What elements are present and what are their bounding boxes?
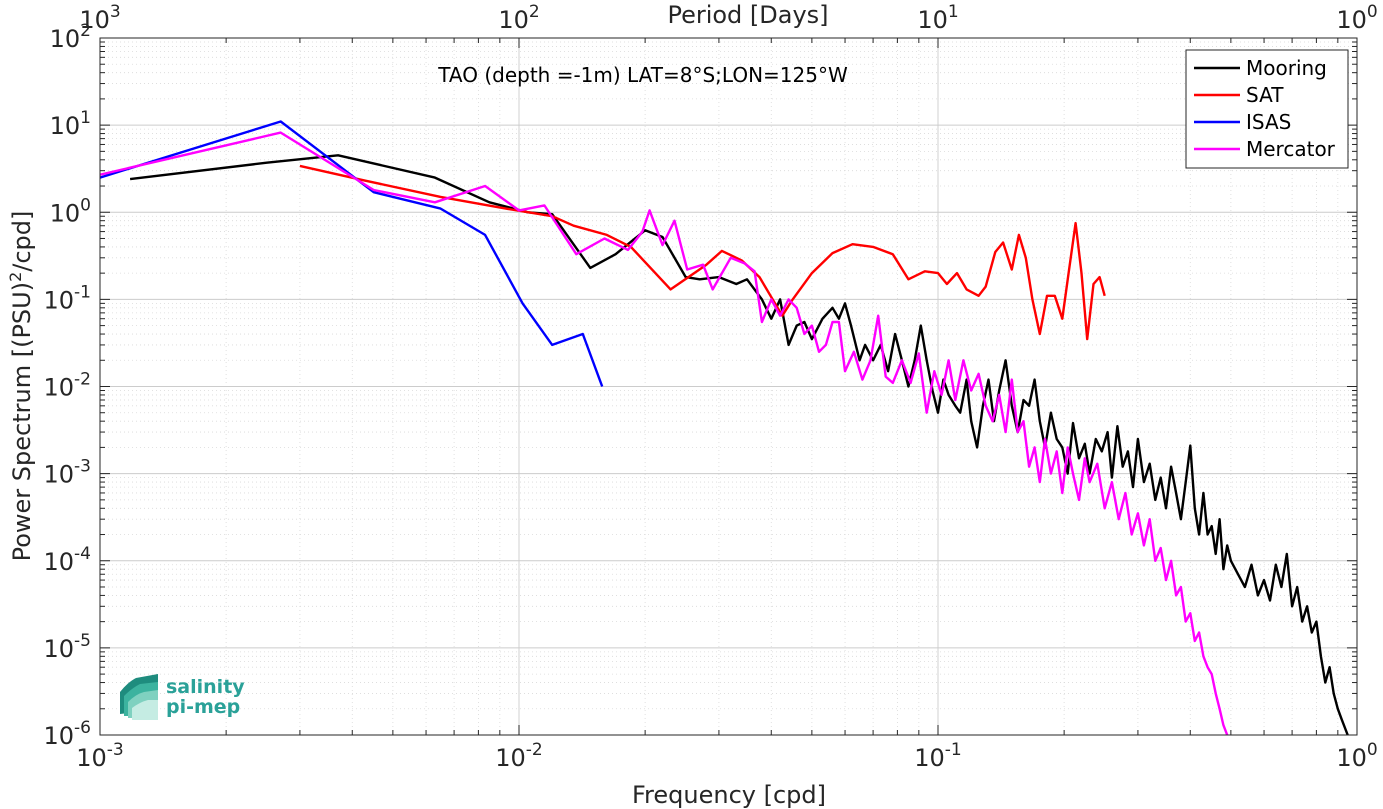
- logo-text-pi-mep: pi-mep: [166, 696, 240, 718]
- x-axis-title: Frequency [cpd]: [632, 781, 826, 809]
- x2-tick-label: 103: [79, 2, 120, 34]
- series-layer: [100, 120, 1349, 735]
- legend-label-isas: ISAS: [1246, 110, 1291, 134]
- y-tick-label: 10-1: [44, 282, 92, 314]
- y-axis-title: Power Spectrum [(PSU)2/cpd]: [6, 211, 36, 562]
- legend: Mooring SAT ISAS Mercator: [1185, 49, 1349, 169]
- x2-tick-label: 100: [1336, 2, 1377, 34]
- y-tick-label: 10-6: [44, 718, 92, 750]
- x2-tick-label: 101: [917, 2, 958, 34]
- x-tick-label: 10-1: [914, 740, 962, 772]
- chart-title: TAO (depth =-1m) LAT=8°S;LON=125°W: [437, 63, 848, 87]
- series-line-mercator: [100, 131, 1229, 735]
- salinity-pi-mep-logo: salinity pi-mep: [120, 674, 245, 720]
- legend-label-mercator: Mercator: [1246, 137, 1336, 161]
- x-tick-label: 100: [1336, 740, 1377, 772]
- series-line-sat: [299, 164, 1106, 341]
- x2-axis-title: Period [Days]: [667, 1, 828, 29]
- y-tick-label: 10-2: [44, 370, 92, 402]
- series-line-isas: [100, 120, 604, 387]
- x-tick-label: 10-3: [76, 740, 124, 772]
- tick-marks: [99, 37, 1358, 736]
- logo-text-salinity: salinity: [166, 676, 245, 698]
- legend-label-mooring: Mooring: [1246, 56, 1327, 80]
- logo-mark-icon: [120, 674, 158, 720]
- x-tick-labels: 10-3 10-2 10-1 100: [76, 740, 1377, 772]
- y-tick-label: 102: [50, 21, 91, 53]
- y-tick-labels: 102 101 100 10-1 10-2 10-3 10-4 10-5 10-6: [44, 21, 92, 750]
- y-tick-label: 101: [50, 108, 91, 140]
- y-tick-label: 10-4: [44, 544, 92, 576]
- x2-tick-label: 102: [498, 2, 539, 34]
- x-tick-label: 10-2: [495, 740, 543, 772]
- y-tick-label: 10-5: [44, 631, 92, 663]
- y-tick-label: 100: [50, 195, 91, 227]
- y-tick-label: 10-3: [44, 457, 92, 489]
- legend-label-sat: SAT: [1246, 83, 1284, 107]
- x2-tick-labels: 103 102 101 100: [79, 2, 1377, 34]
